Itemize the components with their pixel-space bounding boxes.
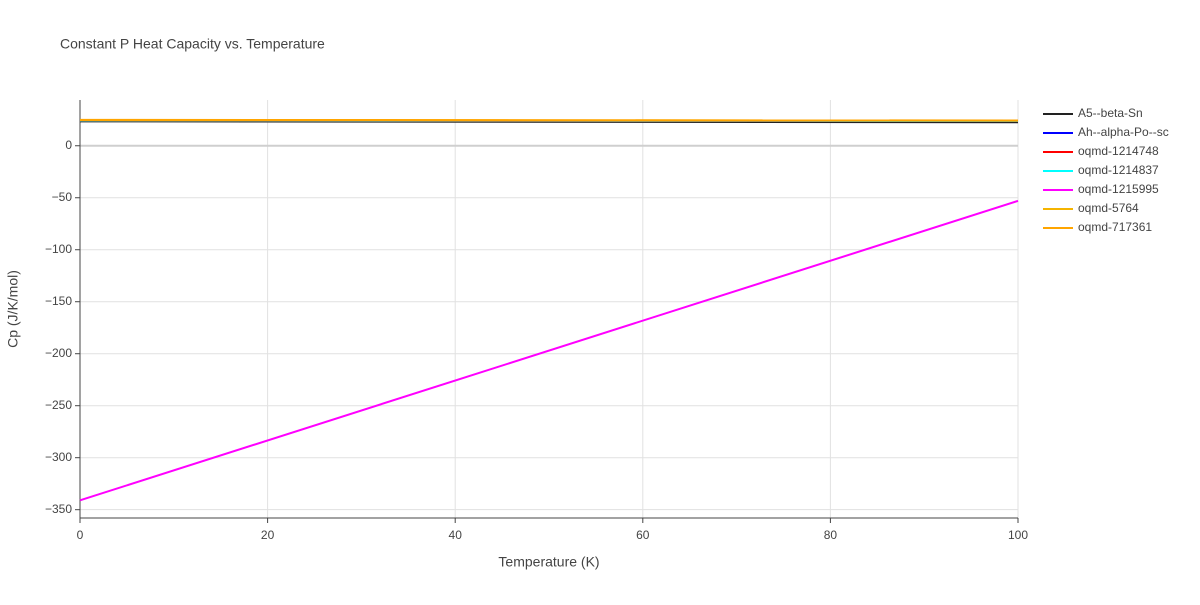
legend-label[interactable]: oqmd-1215995 bbox=[1078, 182, 1159, 196]
legend-label[interactable]: oqmd-717361 bbox=[1078, 220, 1152, 234]
x-tick-label: 80 bbox=[824, 528, 838, 542]
x-tick-label: 40 bbox=[449, 528, 463, 542]
y-tick-label: −200 bbox=[45, 346, 72, 360]
x-tick-label: 20 bbox=[261, 528, 275, 542]
y-tick-label: −350 bbox=[45, 502, 72, 516]
y-tick-label: −100 bbox=[45, 242, 72, 256]
y-tick-label: −300 bbox=[45, 450, 72, 464]
legend-label[interactable]: oqmd-5764 bbox=[1078, 201, 1139, 215]
legend-label[interactable]: oqmd-1214748 bbox=[1078, 144, 1159, 158]
x-tick-label: 60 bbox=[636, 528, 650, 542]
x-tick-label: 100 bbox=[1008, 528, 1028, 542]
x-tick-label: 0 bbox=[77, 528, 84, 542]
y-tick-label: −50 bbox=[52, 190, 73, 204]
series-line bbox=[80, 201, 1018, 500]
legend-label[interactable]: oqmd-1214837 bbox=[1078, 163, 1159, 177]
y-tick-label: 0 bbox=[65, 138, 72, 152]
series-line bbox=[80, 120, 1018, 121]
y-tick-label: −250 bbox=[45, 398, 72, 412]
legend-label[interactable]: Ah--alpha-Po--sc bbox=[1078, 125, 1169, 139]
y-axis-label: Cp (J/K/mol) bbox=[5, 270, 21, 348]
y-tick-label: −150 bbox=[45, 294, 72, 308]
x-axis-label: Temperature (K) bbox=[498, 554, 599, 570]
chart-title: Constant P Heat Capacity vs. Temperature bbox=[60, 36, 325, 52]
legend-label[interactable]: A5--beta-Sn bbox=[1078, 106, 1143, 120]
